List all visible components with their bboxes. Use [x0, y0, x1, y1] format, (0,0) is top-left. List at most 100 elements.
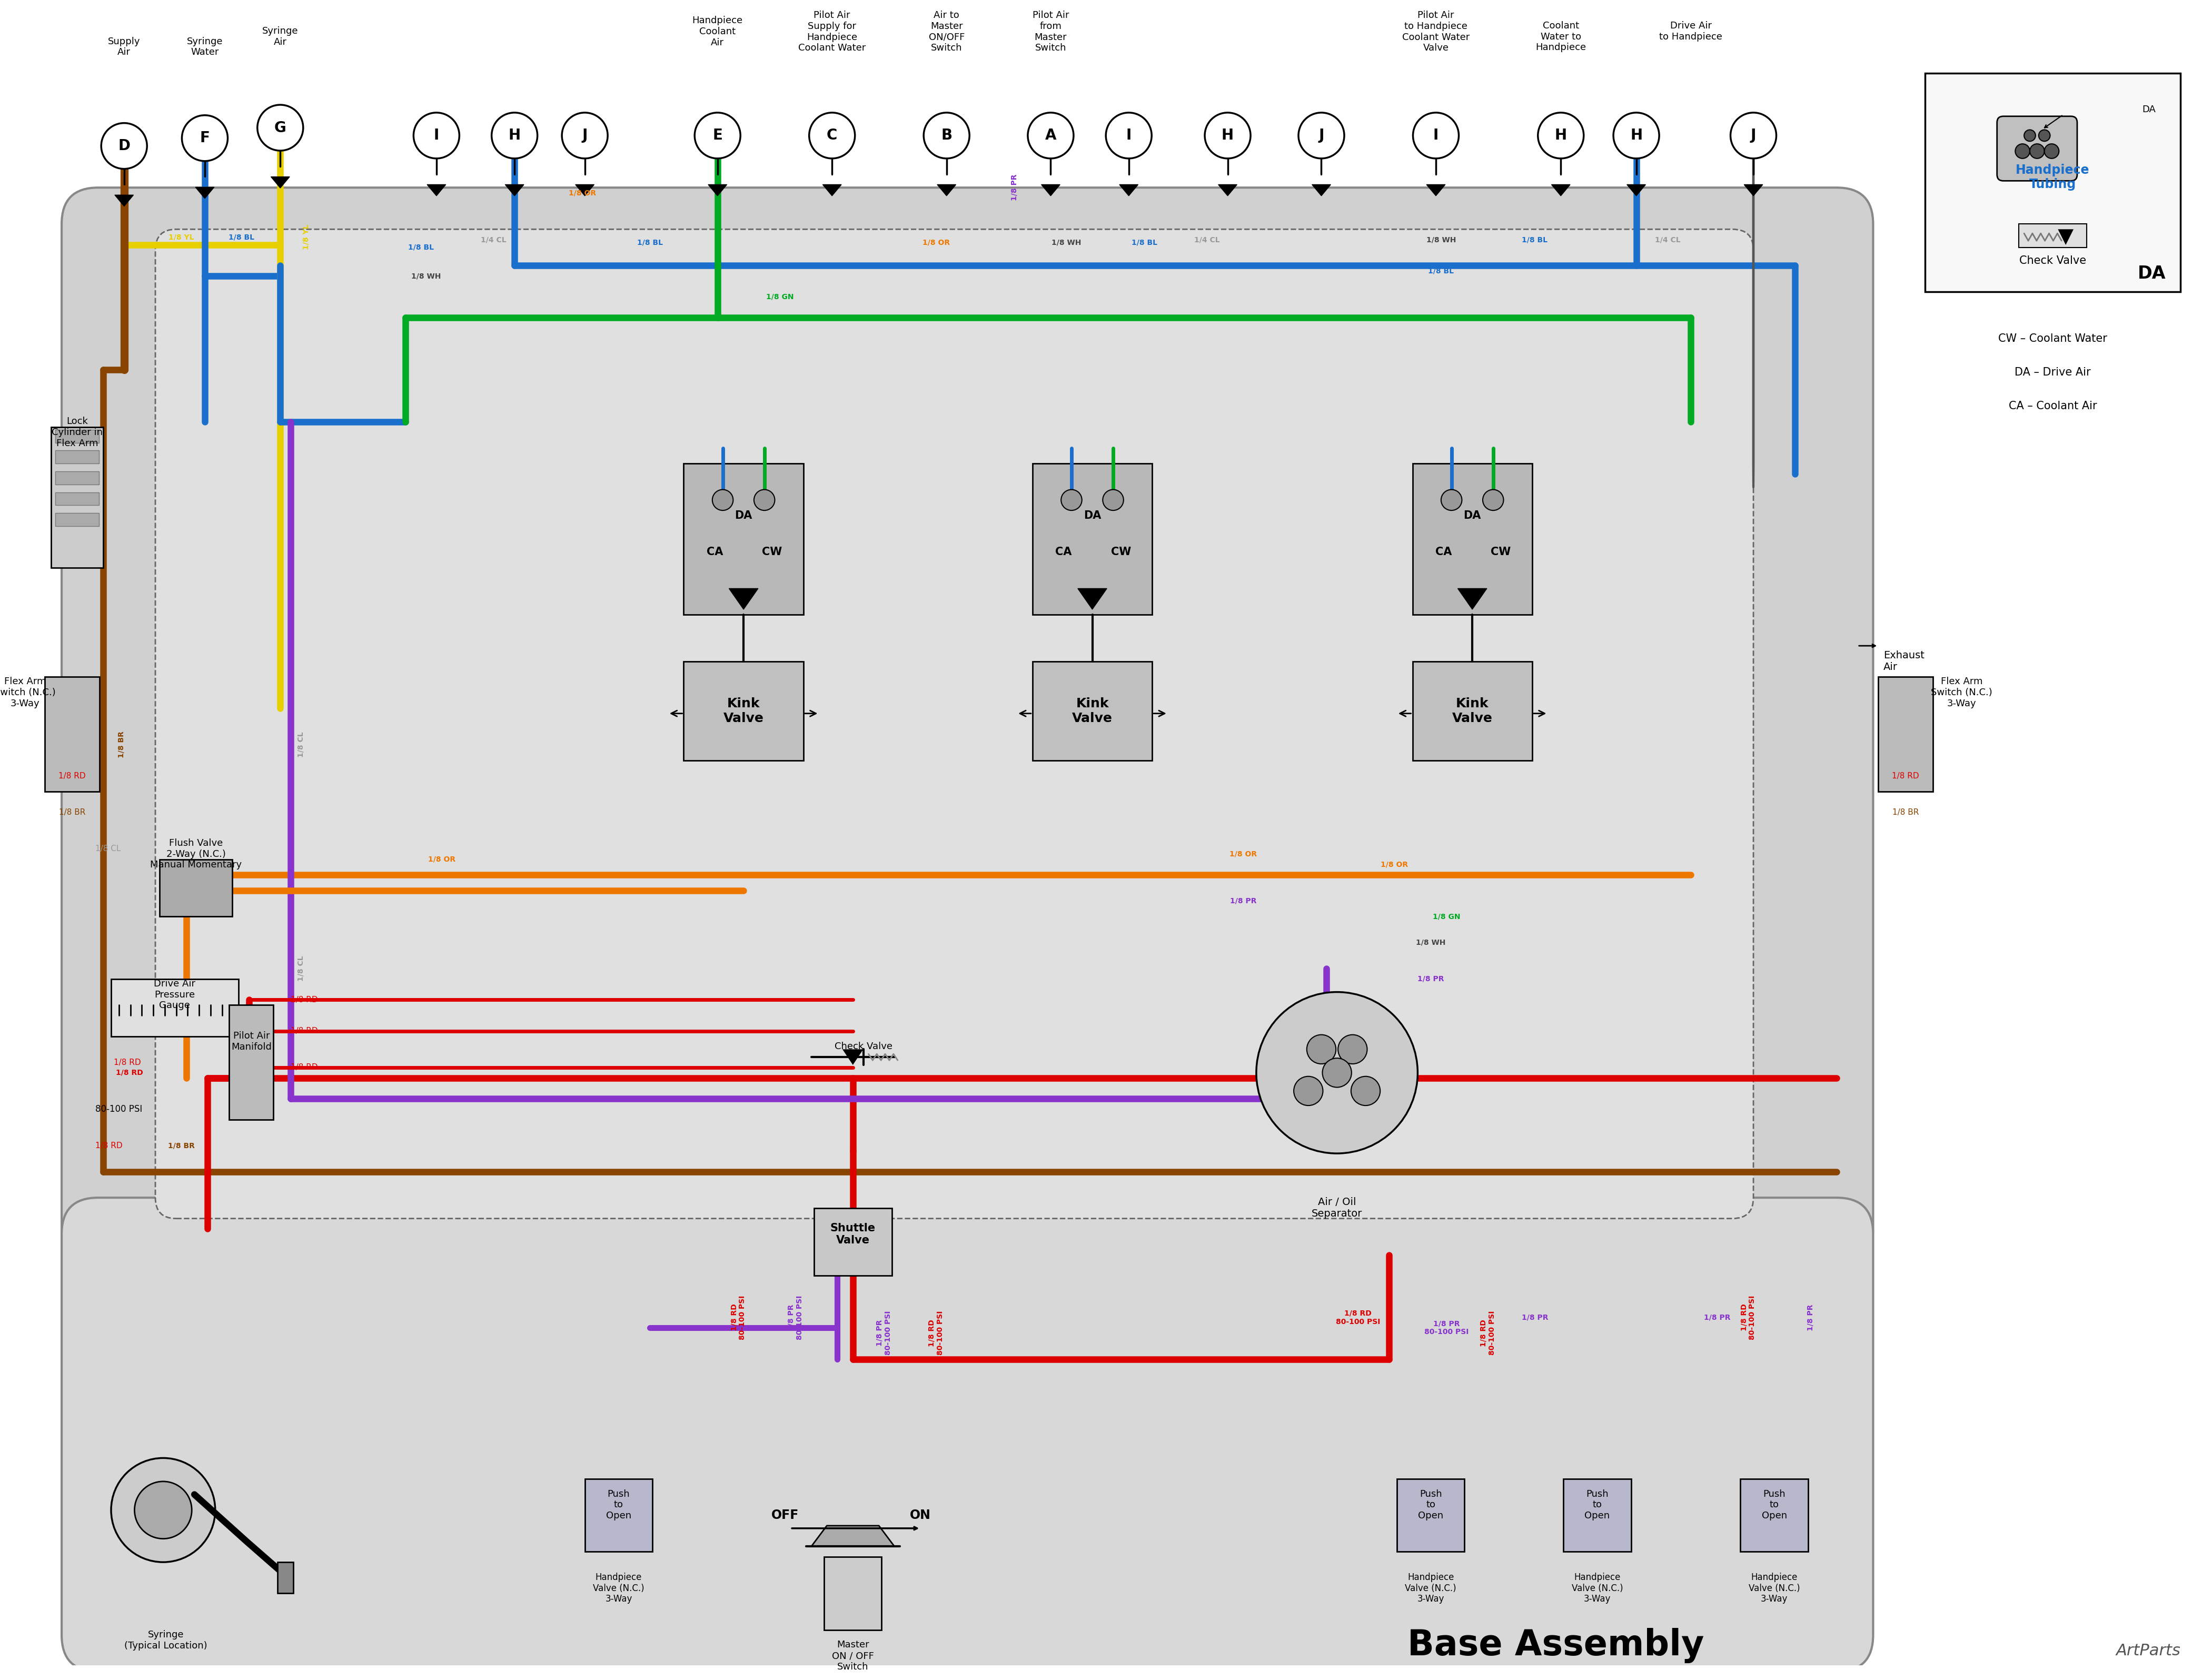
Bar [44, 677, 100, 791]
Text: Drive Air
Pressure
Gauge: Drive Air Pressure Gauge [155, 979, 195, 1011]
Circle shape [562, 112, 608, 158]
Text: 1/8 BL: 1/8 BL [1429, 267, 1453, 275]
Text: I: I [434, 128, 440, 143]
Text: 1/8 RD
80-100 PSI: 1/8 RD 80-100 PSI [1741, 1295, 1756, 1340]
Text: Handpiece
Coolant
Air: Handpiece Coolant Air [692, 15, 743, 47]
Polygon shape [730, 589, 759, 609]
Text: Syringe
Air: Syringe Air [263, 27, 299, 47]
Text: 1/8 PR
80-100 PSI: 1/8 PR 80-100 PSI [876, 1311, 891, 1355]
Text: 1/8 RD
80-100 PSI: 1/8 RD 80-100 PSI [929, 1311, 945, 1355]
Text: DA – Drive Air: DA – Drive Air [2015, 368, 2090, 378]
Text: Pilot Air
Manifold: Pilot Air Manifold [232, 1031, 272, 1051]
Bar [825, 1556, 883, 1630]
Text: 1/8 PR: 1/8 PR [1522, 1313, 1548, 1321]
Polygon shape [1626, 185, 1646, 196]
Text: 1/8 RD: 1/8 RD [290, 1028, 319, 1034]
Bar [111, 979, 239, 1036]
Text: Master
ON / OFF
Switch: Master ON / OFF Switch [832, 1640, 874, 1672]
Text: 1/8 PR: 1/8 PR [1703, 1313, 1730, 1321]
Text: Syringe
Water: Syringe Water [186, 37, 223, 57]
Circle shape [2015, 144, 2031, 158]
Text: Pilot Air
from
Master
Switch: Pilot Air from Master Switch [1033, 10, 1068, 54]
Text: 1/8 OR: 1/8 OR [1380, 861, 1409, 868]
Text: DA: DA [1084, 510, 1102, 520]
Text: 1/8 PR
80-100 PSI: 1/8 PR 80-100 PSI [787, 1295, 803, 1340]
Polygon shape [270, 176, 290, 188]
Text: 1/8 RD: 1/8 RD [95, 1142, 122, 1150]
Text: 1/8 RD: 1/8 RD [290, 996, 319, 1004]
Bar [55, 492, 100, 505]
Text: CA – Coolant Air: CA – Coolant Air [2008, 401, 2097, 411]
Text: Flex Arm
Switch (N.C.)
3-Way: Flex Arm Switch (N.C.) 3-Way [1931, 677, 1993, 709]
Circle shape [1440, 490, 1462, 510]
Circle shape [754, 490, 774, 510]
Text: I: I [1126, 128, 1133, 143]
Text: 1/8 CL: 1/8 CL [296, 955, 305, 982]
Bar [684, 463, 803, 615]
Text: 1/8 OR: 1/8 OR [1230, 850, 1256, 858]
Text: J: J [582, 128, 588, 143]
Circle shape [1613, 112, 1659, 158]
Text: Shuttle
Valve: Shuttle Valve [830, 1222, 876, 1246]
Bar [1033, 662, 1152, 761]
Text: CA: CA [706, 547, 723, 557]
Circle shape [1256, 992, 1418, 1153]
Text: 1/8 PR
80-100 PSI: 1/8 PR 80-100 PSI [1425, 1320, 1469, 1336]
Circle shape [1730, 112, 1776, 158]
Text: 1/8 PR: 1/8 PR [1230, 897, 1256, 905]
Circle shape [2031, 144, 2044, 158]
Text: H: H [1630, 128, 1641, 143]
Text: DA: DA [734, 510, 752, 520]
Text: 1/8 GN: 1/8 GN [1433, 913, 1460, 920]
Polygon shape [812, 1526, 894, 1546]
Polygon shape [708, 185, 728, 196]
Text: 1/8 BL: 1/8 BL [228, 233, 254, 240]
Bar [814, 1209, 891, 1276]
Bar [1924, 74, 2181, 292]
Text: 1/4 CL: 1/4 CL [480, 237, 507, 243]
Text: J: J [1750, 128, 1756, 143]
Polygon shape [938, 185, 956, 196]
Text: 1/8 RD: 1/8 RD [115, 1070, 144, 1076]
Text: 1/8 BL: 1/8 BL [1133, 238, 1157, 245]
Circle shape [1062, 490, 1082, 510]
Text: Check Valve: Check Valve [2020, 255, 2086, 265]
Text: H: H [1555, 128, 1566, 143]
Circle shape [2044, 144, 2059, 158]
Text: 1/8 BR: 1/8 BR [60, 809, 86, 816]
Text: 1/8 WH: 1/8 WH [1416, 939, 1444, 947]
Circle shape [181, 116, 228, 161]
Bar [1741, 1479, 1807, 1551]
Text: Coolant
Water to
Handpiece: Coolant Water to Handpiece [1535, 22, 1586, 52]
Text: G: G [274, 121, 285, 134]
FancyBboxPatch shape [155, 230, 1754, 1219]
Circle shape [1338, 1034, 1367, 1064]
Text: Push
to
Open: Push to Open [1761, 1489, 1787, 1521]
Circle shape [1206, 112, 1250, 158]
Polygon shape [1077, 589, 1106, 609]
FancyBboxPatch shape [62, 188, 1874, 1266]
Text: 1/8 BR: 1/8 BR [168, 1142, 195, 1150]
Polygon shape [1458, 589, 1486, 609]
Text: 1/8 BR: 1/8 BR [1891, 809, 1918, 816]
Bar [159, 860, 232, 917]
Text: Handpiece
Valve (N.C.)
3-Way: Handpiece Valve (N.C.) 3-Way [1571, 1573, 1624, 1603]
Text: DA: DA [1464, 510, 1482, 520]
Text: Push
to
Open: Push to Open [1584, 1489, 1610, 1521]
Polygon shape [2057, 230, 2073, 245]
Bar [1878, 677, 1933, 791]
FancyBboxPatch shape [1997, 116, 2077, 181]
Text: 1/8 GN: 1/8 GN [765, 294, 794, 301]
Text: CW: CW [1491, 547, 1511, 557]
Bar [279, 1561, 294, 1593]
Circle shape [2039, 129, 2051, 141]
Polygon shape [504, 185, 524, 196]
Text: 1/8 PR: 1/8 PR [1418, 975, 1444, 982]
Text: Handpiece
Valve (N.C.)
3-Way: Handpiece Valve (N.C.) 3-Way [593, 1573, 644, 1603]
Text: CW: CW [1110, 547, 1130, 557]
Text: Handpiece
Tubing: Handpiece Tubing [2015, 163, 2090, 191]
Circle shape [1104, 490, 1124, 510]
Bar [55, 472, 100, 484]
Text: Lock
Cylinder in
Flex Arm: Lock Cylinder in Flex Arm [51, 416, 102, 448]
Text: 1/8 YL: 1/8 YL [303, 225, 310, 250]
